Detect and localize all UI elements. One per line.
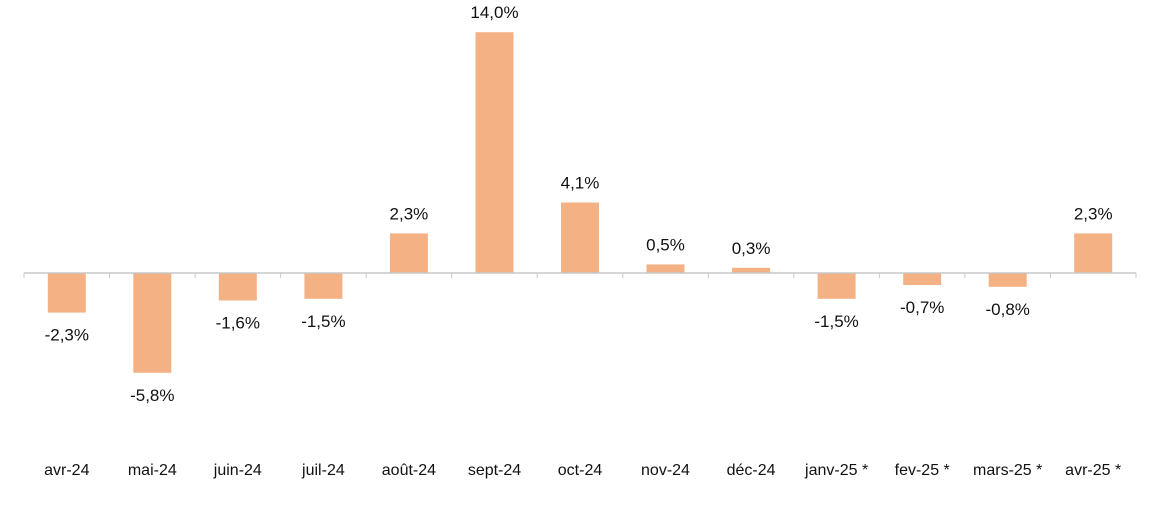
data-label-9: -1,5%: [814, 312, 858, 331]
bar-11: [988, 273, 1027, 287]
x-tick-label-12: avr-25 *: [1065, 462, 1121, 479]
x-tick-labels-layer: avr-24 mai-24 juin-24 juil-24 août-24 sept-24…: [44, 462, 1121, 479]
axis-layer: [23, 272, 1137, 278]
bar-6: [561, 202, 599, 273]
data-label-10: -0,7%: [900, 298, 944, 317]
data-label-4: 2,3%: [390, 204, 429, 223]
bar-2: [218, 273, 257, 301]
data-label-1: -5,8%: [130, 386, 174, 405]
bar-1: [133, 273, 172, 373]
x-tick-label-3: juil-24: [301, 462, 345, 479]
data-label-0: -2,3%: [45, 326, 89, 345]
data-label-3: -1,5%: [301, 312, 345, 331]
data-label-8: 0,3%: [732, 239, 771, 258]
x-tick-label-9: janv-25 *: [804, 462, 868, 479]
data-label-11: -0,8%: [985, 300, 1029, 319]
data-label-2: -1,6%: [216, 314, 260, 333]
data-label-12: 2,3%: [1074, 204, 1113, 223]
data-label-6: 4,1%: [561, 174, 600, 193]
bar-3: [304, 273, 343, 299]
x-tick-label-5: sept-24: [468, 462, 521, 479]
bar-4: [389, 233, 428, 273]
data-label-5: 14,0%: [470, 3, 518, 22]
x-tick-label-7: nov-24: [641, 462, 690, 479]
x-tick-label-4: août-24: [382, 462, 436, 479]
bar-10: [903, 273, 942, 285]
bar-7: [646, 264, 685, 273]
x-tick-label-11: mars-25 *: [973, 462, 1042, 479]
x-tick-label-0: avr-24: [44, 462, 89, 479]
x-tick-label-6: oct-24: [558, 462, 603, 479]
bar-9: [817, 273, 856, 299]
bars-layer: [47, 32, 1113, 373]
bar-12: [1074, 233, 1113, 273]
data-labels-layer: -2,3% -5,8% -1,6% -1,5% 2,3% 14,0% 4,1% 0,5% 0,3…: [45, 3, 1113, 405]
bar-8: [732, 267, 771, 273]
data-label-7: 0,5%: [646, 235, 685, 254]
bar-0: [47, 273, 86, 313]
x-tick-label-2: juin-24: [213, 462, 262, 479]
x-tick-label-10: fev-25 *: [895, 462, 950, 479]
bar-5: [475, 32, 514, 274]
x-tick-label-8: déc-24: [727, 462, 776, 479]
x-tick-label-1: mai-24: [128, 462, 177, 479]
